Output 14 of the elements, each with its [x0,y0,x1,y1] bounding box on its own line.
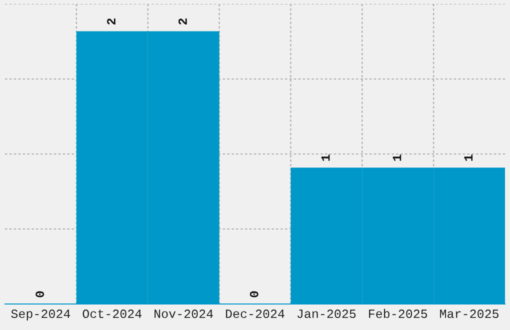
x-tick-label: Sep-2024 [11,310,70,321]
data-label: 0 [36,291,44,298]
data-label: 2 [178,18,187,25]
data-label: 2 [107,18,116,25]
x-tick-label: Feb-2025 [369,308,428,318]
data-label: 1 [321,154,330,161]
data-label: 1 [392,154,402,161]
x-tick-label: Dec-2024 [226,310,284,318]
x-tick-label: Jan-2025 [297,310,356,318]
x-tick-label: Nov-2024 [154,310,213,318]
data-label: 1 [464,154,473,161]
x-tick-label: Oct-2024 [82,310,142,318]
data-label: 0 [250,291,258,298]
x-tick-label: Mar-2025 [440,310,498,318]
